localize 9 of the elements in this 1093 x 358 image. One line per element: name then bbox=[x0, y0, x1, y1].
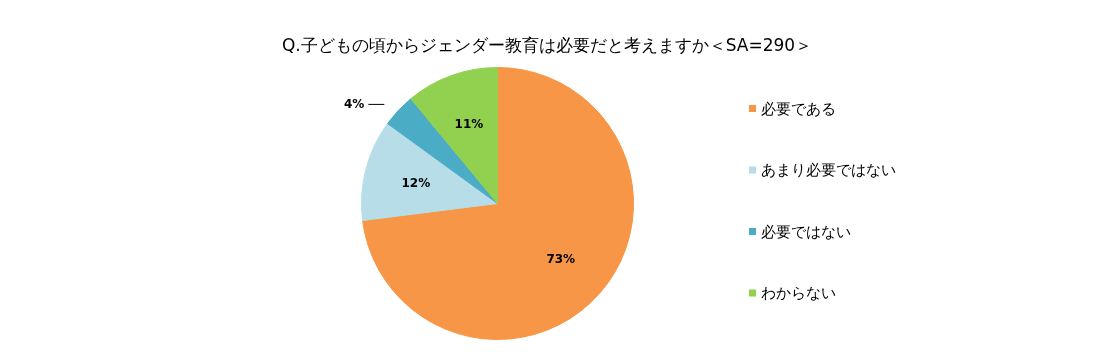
data-label: 4% bbox=[343, 97, 365, 112]
legend-label: 必要ではない bbox=[760, 222, 851, 241]
data-label: 12% bbox=[401, 175, 431, 190]
chart-title: Q.子どもの頃からジェンダー教育は必要だと考えますか＜SA=290＞ bbox=[281, 34, 813, 55]
data-label: 73% bbox=[546, 252, 576, 267]
legend-label: 必要である bbox=[760, 99, 836, 118]
legend-label: わからない bbox=[760, 284, 836, 302]
legend-label: あまり必要ではない bbox=[760, 161, 896, 179]
data-label: 11% bbox=[454, 117, 484, 132]
